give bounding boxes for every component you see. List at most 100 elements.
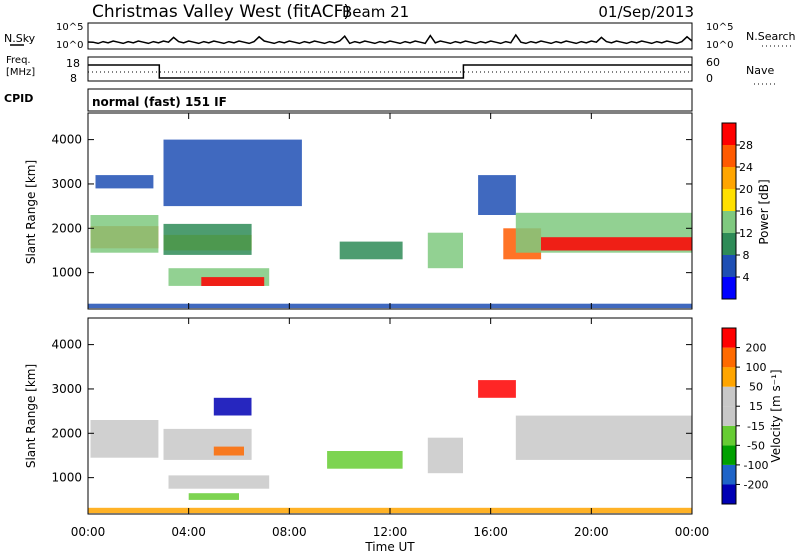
velocity-colorbar: -200 -100 -50 -15 15 50 100 200 (721, 327, 769, 505)
cpid-panel-frame (87, 88, 693, 112)
freq-tick-high: 18 (66, 57, 80, 70)
scatter-cell (541, 237, 692, 251)
colorbar-segment (722, 123, 736, 145)
scatter-cell (478, 380, 516, 398)
colorbar-tick-label: -100 (744, 459, 769, 472)
x-tick-label: 08:00 (272, 525, 307, 539)
colorbar-tick-label: 16 (739, 205, 753, 218)
colorbar-tick-label: -15 (747, 420, 765, 433)
y-tick-label: 4000 (51, 133, 82, 147)
scatter-cell (90, 420, 159, 458)
nave-tick-high: 60 (706, 56, 720, 69)
scatter-cell (163, 139, 302, 207)
velocity-heatmap (88, 380, 692, 514)
colorbar-tick-label: 12 (739, 227, 753, 240)
colorbar-segment (722, 277, 736, 299)
scatter-cell (168, 475, 270, 489)
time-x-axis: 00:00 04:00 08:00 12:00 16:00 20:00 00:00 (71, 113, 710, 539)
cpid-value: normal (fast) 151 IF (92, 95, 227, 109)
colorbar-tick-label: -200 (744, 478, 769, 491)
colorbar-segment (722, 484, 736, 504)
nave-tick-low: 0 (706, 72, 713, 85)
colorbar-segment (722, 189, 736, 211)
scatter-cell (201, 277, 265, 286)
y-tick-label: 1000 (51, 266, 82, 280)
noise-tick-high-right: 10^5 (706, 22, 733, 33)
scatter-cell (213, 446, 244, 456)
scatter-cell (188, 493, 239, 500)
colorbar-tick-label: 15 (749, 400, 763, 413)
colorbar-tick-label: 28 (739, 139, 753, 152)
colorbar-segment (722, 406, 736, 426)
y-tick-label: 4000 (51, 338, 82, 352)
colorbar-tick-label: 4 (743, 271, 750, 284)
time-axis-label: Time UT (364, 540, 415, 554)
scatter-cell (515, 415, 692, 460)
colorbar-segment (722, 145, 736, 167)
colorbar-segment (722, 425, 736, 446)
freq-panel-frame (87, 56, 693, 82)
scatter-cell (327, 451, 403, 469)
power-heatmap (88, 139, 692, 309)
colorbar-segment (722, 367, 736, 387)
freq-tick-low: 8 (70, 72, 77, 85)
scatter-cell (90, 215, 159, 253)
y-tick-label: 3000 (51, 382, 82, 396)
x-tick-label: 00:00 (71, 525, 106, 539)
colorbar-segment (722, 211, 736, 233)
y-tick-label: 3000 (51, 177, 82, 191)
colorbar-segment (722, 167, 736, 189)
colorbar-frame (721, 327, 737, 505)
power-y-axis: 1000 2000 3000 4000 (51, 133, 692, 280)
noise-line (87, 33, 693, 45)
cpid-label: CPID (4, 92, 33, 105)
x-tick-label: 00:00 (675, 525, 710, 539)
beam-label: Beam 21 (342, 3, 409, 21)
noise-tick-high-left: 10^5 (56, 22, 83, 33)
power-colorbar: 4 8 12 16 20 24 28 (721, 122, 753, 300)
y-tick-label: 2000 (51, 426, 82, 440)
radar-title: Christmas Valley West (fitACF) (92, 2, 350, 22)
x-tick-label: 20:00 (574, 525, 609, 539)
scatter-cell (478, 175, 516, 215)
freq-unit-label: [MHz] (6, 67, 35, 78)
colorbar-tick-label: 200 (746, 342, 767, 355)
power-colorbar-label: Power [dB] (757, 179, 771, 244)
scatter-cell (339, 241, 403, 260)
colorbar-tick-label: -50 (747, 439, 765, 452)
noise-tick-low-right: 10^0 (706, 40, 733, 51)
scatter-cell (163, 223, 252, 255)
freq-label: Freq. (6, 55, 31, 66)
velocity-y-axis: 1000 2000 3000 4000 (51, 338, 692, 485)
colorbar-tick-label: 24 (739, 161, 753, 174)
colorbar-segment (722, 445, 736, 465)
colorbar-segment (722, 386, 736, 407)
scatter-cell (427, 232, 463, 269)
colorbar-tick-label: 20 (739, 183, 753, 196)
y-tick-label: 2000 (51, 221, 82, 235)
x-tick-label: 12:00 (373, 525, 408, 539)
colorbar-segment (722, 464, 736, 485)
colorbar-segment (722, 347, 736, 368)
scatter-cell (213, 397, 252, 416)
nsearch-label: N.Search (746, 30, 796, 43)
colorbar-tick-label: 100 (746, 361, 767, 374)
scatter-cell (95, 175, 154, 189)
x-tick-label: 04:00 (171, 525, 206, 539)
noise-tick-low-left: 10^0 (56, 40, 83, 51)
nsky-label: N.Sky (4, 32, 36, 45)
colorbar-segment (722, 328, 736, 348)
nave-label: Nave (746, 64, 774, 77)
colorbar-segment (722, 255, 736, 277)
y-tick-label: 1000 (51, 471, 82, 485)
power-ylabel: Slant Range [km] (24, 160, 38, 264)
velocity-ylabel: Slant Range [km] (24, 364, 38, 468)
colorbar-tick-label: 50 (749, 381, 763, 394)
velocity-colorbar-label: Velocity [m s⁻¹] (769, 369, 783, 462)
scatter-cell (427, 437, 463, 474)
freq-line (88, 64, 692, 79)
date-label: 01/Sep/2013 (598, 3, 694, 21)
x-tick-label: 16:00 (473, 525, 508, 539)
colorbar-segment (722, 233, 736, 255)
